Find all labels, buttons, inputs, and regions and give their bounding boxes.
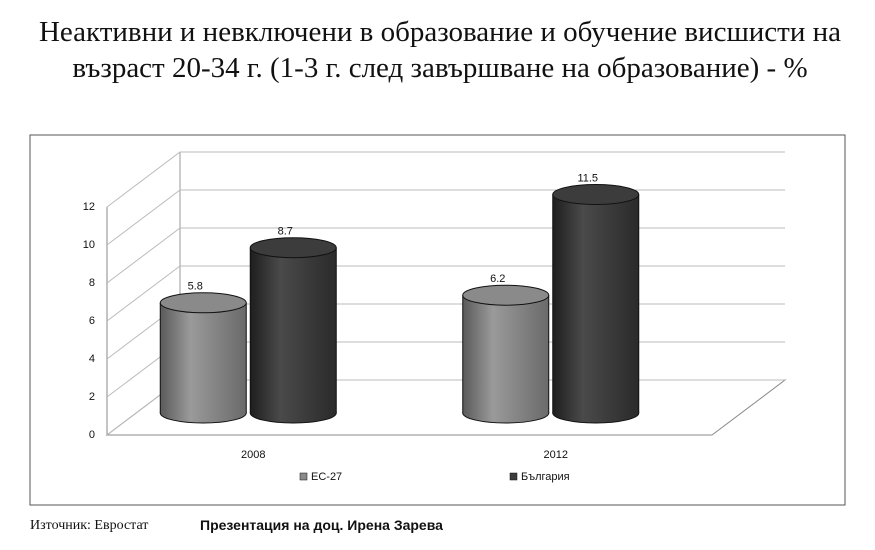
legend-swatch <box>299 472 308 481</box>
legend-label: ЕС-27 <box>311 471 342 483</box>
y-tick-label: 6 <box>89 315 95 327</box>
grid-line <box>106 151 785 208</box>
y-tick-label: 0 <box>89 429 95 441</box>
chart-frame <box>29 134 846 506</box>
bar <box>552 194 639 413</box>
value-label: 5.8 <box>188 281 203 293</box>
value-label: 11.5 <box>577 172 598 184</box>
grid-line <box>106 189 785 246</box>
y-tick-label: 10 <box>83 239 95 251</box>
bar <box>250 247 337 413</box>
y-tick-label: 4 <box>89 353 95 365</box>
value-label: 6.2 <box>490 273 505 285</box>
source: Източник: Евростат <box>30 518 149 533</box>
y-tick-label: 8 <box>89 277 95 289</box>
y-tick-label: 12 <box>83 201 95 213</box>
value-label: 8.7 <box>278 226 293 238</box>
bar <box>462 295 549 413</box>
y-tick-label: 2 <box>89 391 95 403</box>
grid-line <box>106 227 785 284</box>
x-tick-label: 2008 <box>241 449 265 461</box>
legend-swatch <box>509 472 518 481</box>
credit: Презентация на доц. Ирена Зарева <box>200 517 443 533</box>
cylinder-top <box>249 237 337 259</box>
chart-title: Неактивни и невключени в образование и о… <box>38 16 842 84</box>
cylinder-top <box>552 184 640 205</box>
legend-label: България <box>521 471 570 483</box>
bar <box>160 302 247 413</box>
cylinder-top <box>159 292 247 314</box>
cylinder-top <box>462 284 550 306</box>
x-tick-label: 2012 <box>544 449 568 461</box>
